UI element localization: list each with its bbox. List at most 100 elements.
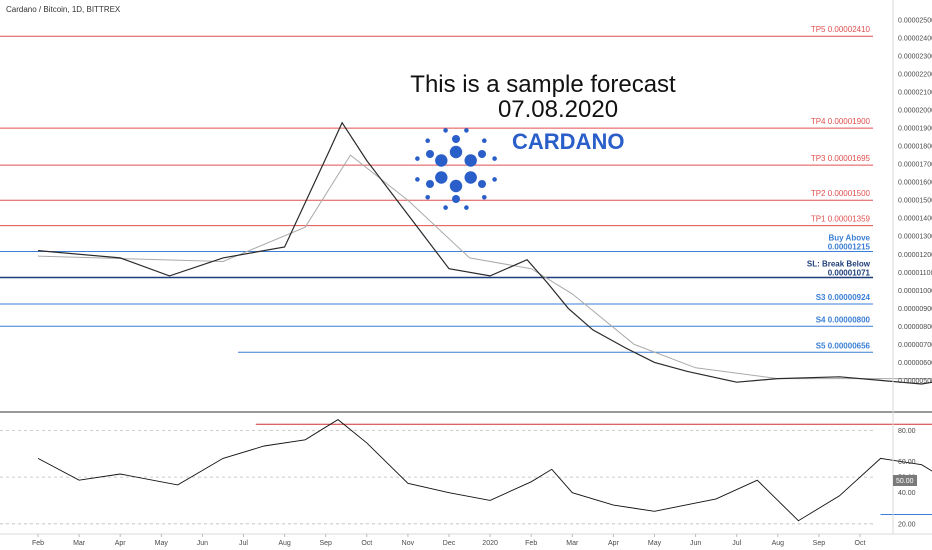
logo-dot (435, 154, 448, 167)
level-label: TP5 0.00002410 (811, 25, 871, 34)
cardano-logo-icon (415, 128, 497, 210)
price-tick-label: 0.00001300 (898, 234, 932, 241)
price-tick-label: 0.00002300 (898, 54, 932, 61)
time-tick-label: May (155, 540, 169, 547)
price-tick-label: 0.00002000 (898, 108, 932, 115)
price-tick-label: 0.00001900 (898, 126, 932, 133)
level-label: TP3 0.00001695 (811, 154, 871, 163)
price-tick-label: 0.00000800 (898, 324, 932, 331)
logo-dot (464, 205, 469, 210)
price-line (37, 121, 932, 385)
logo-dot (478, 150, 486, 158)
rsi-tick-label: 40.00 (898, 490, 916, 497)
rsi-line (37, 419, 932, 522)
price-tick-label: 0.00001700 (898, 162, 932, 169)
logo-dot (452, 135, 460, 143)
symbol-title: Cardano / Bitcoin, 1D, BITTREX (6, 5, 121, 14)
price-tick-label: 0.00001500 (898, 198, 932, 205)
price-tick-label: 0.00002100 (898, 90, 932, 97)
logo-dot (464, 128, 469, 133)
level-label: TP2 0.00001500 (811, 189, 871, 198)
logo-dot (482, 138, 487, 143)
logo-dot (464, 154, 477, 167)
forecast-headline: This is a sample forecast 07.08.2020 (410, 71, 676, 123)
price-tick-label: 0.00001400 (898, 216, 932, 223)
logo-dot (482, 195, 487, 200)
time-tick-label: Nov (402, 540, 415, 547)
price-tick-label: 0.00000500 (898, 378, 932, 385)
price-pane: TP5 0.00002410 TP4 0.00001900 TP3 0.000016… (0, 25, 932, 385)
time-tick-label: Mar (73, 540, 86, 547)
rsi-tick-label: 60.00 (898, 459, 916, 466)
level-label: Buy Above (829, 234, 871, 243)
price-tick-label: 0.00001800 (898, 144, 932, 151)
forecast-line-2: 07.08.2020 (498, 96, 618, 123)
time-tick-label: 2020 (482, 540, 498, 547)
time-tick-label: Jun (197, 540, 208, 547)
logo-dot (443, 205, 448, 210)
brand-name: CARDANO (512, 129, 624, 154)
rsi-grid (0, 429, 873, 525)
time-tick-label: Oct (855, 540, 866, 547)
rsi-pane (0, 419, 932, 525)
logo-dot (492, 156, 497, 161)
logo-dot (425, 138, 431, 143)
time-tick-label: Jun (690, 540, 701, 547)
logo-dot (464, 171, 477, 184)
price-tick-label: 0.00002400 (898, 36, 932, 43)
logo-dot (415, 156, 420, 161)
level-label: TP1 0.00001359 (811, 215, 871, 224)
price-tick-label: 0.00000600 (898, 360, 932, 367)
time-tick-label: Oct (361, 540, 372, 547)
price-tick-label: 0.00002200 (898, 72, 932, 79)
moving-average-line (37, 154, 932, 380)
time-tick-label: Aug (772, 540, 785, 547)
level-label: S4 0.00000800 (816, 315, 871, 324)
time-tick-label: Apr (115, 540, 127, 547)
price-tick-label: 0.00002500 (898, 18, 932, 25)
logo-dot (426, 180, 434, 188)
rsi-value-badge (893, 475, 917, 486)
logo-dot (425, 195, 431, 200)
forecast-line-1: This is a sample forecast (410, 71, 676, 98)
logo-dot (426, 150, 434, 158)
rsi-value-label: 50.00 (896, 478, 914, 485)
time-tick-label: Sep (813, 540, 826, 547)
price-tick-label: 0.00001600 (898, 180, 932, 187)
logo-dot (452, 195, 460, 203)
logo-dot (478, 180, 486, 188)
level-label: S3 0.00000924 (816, 293, 871, 302)
price-tick-label: 0.00000700 (898, 342, 932, 349)
level-label: 0.00001215 (828, 243, 871, 252)
logo-dot (492, 177, 497, 182)
time-tick-label: Dec (443, 540, 456, 547)
level-label: SL: Break Below (807, 260, 871, 269)
time-tick-label: Sep (319, 540, 332, 547)
logo-dot (415, 177, 420, 182)
level-label: TP4 0.00001900 (811, 117, 871, 126)
price-tick-label: 0.00001200 (898, 252, 932, 259)
price-axis: 0.00002500 0.00002400 0.00002300 0.00002200… (898, 18, 932, 385)
level-label: S5 0.00000656 (816, 341, 871, 350)
logo-dot (443, 128, 448, 133)
time-tick-label: Feb (525, 540, 537, 547)
time-tick-label: Apr (608, 540, 620, 547)
time-tick-label: Aug (278, 540, 291, 547)
price-tick-label: 0.00001000 (898, 288, 932, 295)
time-tick-label: Mar (566, 540, 579, 547)
logo-dot (449, 179, 463, 193)
logo-dot (435, 171, 448, 184)
price-tick-label: 0.00001100 (898, 270, 932, 277)
rsi-tick-label: 80.00 (898, 428, 916, 435)
time-tick-label: Feb (32, 540, 44, 547)
time-tick-label: Jul (732, 540, 741, 547)
time-axis: Feb Mar Apr May Jun Jul Aug Sep Oct Nov Dec 2020 Feb… (32, 534, 866, 547)
rsi-tick-label: 20.00 (898, 521, 916, 528)
level-label: 0.00001071 (828, 269, 871, 278)
time-tick-label: May (648, 540, 662, 547)
price-tick-label: 0.00000900 (898, 306, 932, 313)
logo-dot (449, 145, 463, 159)
time-tick-label: Jul (239, 540, 248, 547)
